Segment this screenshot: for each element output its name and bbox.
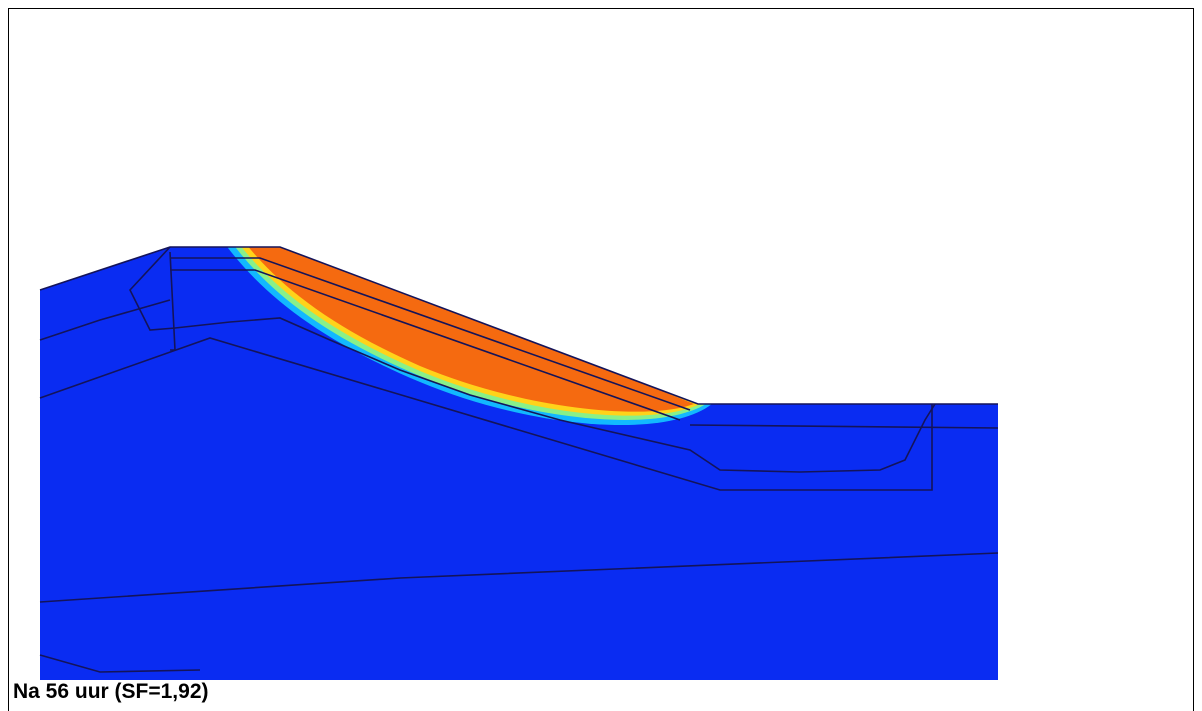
- caption: Na 56 uur (SF=1,92): [13, 680, 209, 704]
- page: Na 56 uur (SF=1,92) (() => { const data …: [0, 0, 1202, 711]
- soil-body: [40, 247, 998, 680]
- simulation-image: [0, 0, 1202, 680]
